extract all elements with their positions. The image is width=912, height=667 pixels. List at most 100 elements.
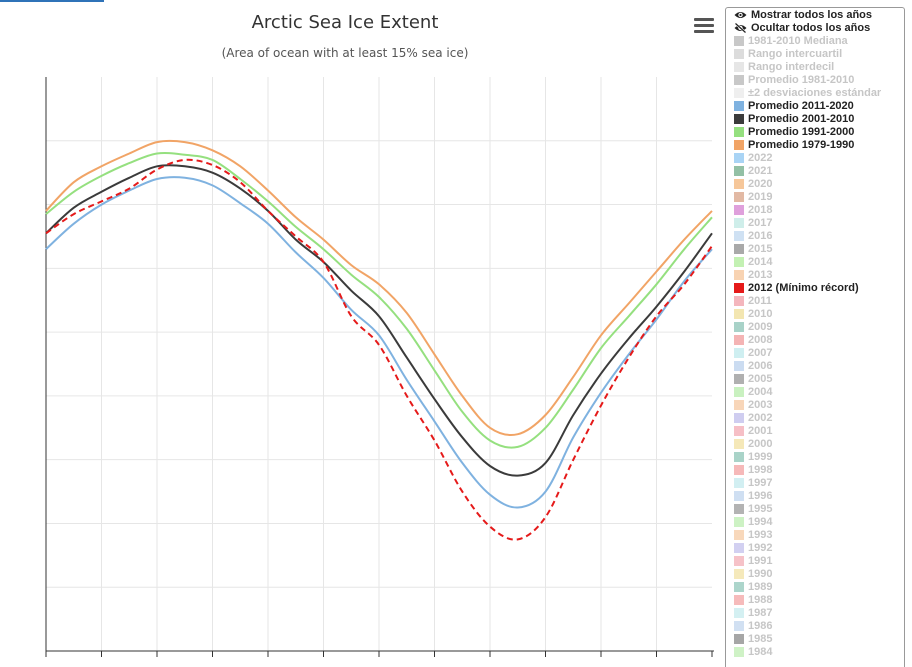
legend-swatch [734, 295, 744, 306]
legend-item[interactable]: 2002 [726, 411, 904, 424]
legend-swatch [734, 620, 744, 631]
legend-item[interactable]: 1997 [726, 476, 904, 489]
legend-item[interactable]: 2011 [726, 294, 904, 307]
legend-swatch [734, 217, 744, 228]
legend-item[interactable]: 1984 [726, 645, 904, 658]
legend-item-label: 2017 [748, 216, 773, 229]
legend-item-label: 1993 [748, 528, 773, 541]
legend-item[interactable]: 1991 [726, 554, 904, 567]
legend-swatch [734, 646, 744, 657]
legend-swatch [734, 321, 744, 332]
legend-item-label: 2007 [748, 346, 773, 359]
legend-swatch [734, 347, 744, 358]
legend-item[interactable]: 2016 [726, 229, 904, 242]
legend-item[interactable]: 2009 [726, 320, 904, 333]
legend-item-label: ±2 desviaciones estándar [748, 86, 882, 99]
legend-item-label: 2019 [748, 190, 773, 203]
legend-item[interactable]: 2003 [726, 398, 904, 411]
legend-item[interactable]: 2020 [726, 177, 904, 190]
series-line-promedio-2001-2010 [45, 164, 713, 477]
series-line-promedio-2011-2020 [45, 176, 713, 509]
legend-item[interactable]: 2006 [726, 359, 904, 372]
legend-swatch [734, 373, 744, 384]
legend-item[interactable]: 1981-2010 Mediana [726, 34, 904, 47]
hide-all-years-button[interactable]: Ocultar todos los años [726, 21, 904, 34]
series-line-promedio-1979-1990 [45, 139, 713, 436]
legend-item-label: 2004 [748, 385, 773, 398]
legend-swatch [734, 126, 744, 137]
legend-swatch [734, 74, 744, 85]
legend-item[interactable]: 2017 [726, 216, 904, 229]
legend-item[interactable]: 2015 [726, 242, 904, 255]
legend-item[interactable]: 1987 [726, 606, 904, 619]
legend-item-label: 2009 [748, 320, 773, 333]
show-all-years-button[interactable]: Mostrar todos los años [726, 8, 904, 21]
legend-swatch [734, 464, 744, 475]
legend-swatch [734, 503, 744, 514]
legend-item[interactable]: 2018 [726, 203, 904, 216]
legend-item-label: Promedio 1981-2010 [748, 73, 855, 86]
legend-item[interactable]: 2007 [726, 346, 904, 359]
legend-item-label: 2005 [748, 372, 773, 385]
legend-item[interactable]: 1998 [726, 463, 904, 476]
legend-item[interactable]: 1999 [726, 450, 904, 463]
legend-item[interactable]: 1985 [726, 632, 904, 645]
legend-swatch [734, 555, 744, 566]
legend-item-label: 2022 [748, 151, 773, 164]
legend-item[interactable]: 1995 [726, 502, 904, 515]
legend-item[interactable]: 1989 [726, 580, 904, 593]
legend-item[interactable]: Promedio 2001-2010 [726, 112, 904, 125]
legend-item-label: 1996 [748, 489, 773, 502]
legend-item[interactable]: 2000 [726, 437, 904, 450]
legend-swatch [734, 438, 744, 449]
legend-item[interactable]: Promedio 2011-2020 [726, 99, 904, 112]
legend-item[interactable]: Promedio 1991-2000 [726, 125, 904, 138]
legend-item[interactable]: 2021 [726, 164, 904, 177]
legend-item[interactable]: Rango interdecil [726, 60, 904, 73]
legend-item[interactable]: 1994 [726, 515, 904, 528]
legend-item[interactable]: 1992 [726, 541, 904, 554]
legend-item[interactable]: 2005 [726, 372, 904, 385]
legend-item[interactable]: 2008 [726, 333, 904, 346]
legend-item[interactable]: Rango intercuartil [726, 47, 904, 60]
legend-item[interactable]: 2013 [726, 268, 904, 281]
legend-swatch [734, 529, 744, 540]
legend-item[interactable]: 2010 [726, 307, 904, 320]
legend-item[interactable]: 1990 [726, 567, 904, 580]
hamburger-menu-icon[interactable] [694, 18, 714, 36]
chart-axes [45, 77, 714, 657]
legend-item[interactable]: 1996 [726, 489, 904, 502]
legend-item-label: 2016 [748, 229, 773, 242]
legend-item[interactable]: ±2 desviaciones estándar [726, 86, 904, 99]
legend-swatch [734, 113, 744, 124]
legend-item[interactable]: Promedio 1981-2010 [726, 73, 904, 86]
legend-item-label: Promedio 2011-2020 [748, 99, 854, 112]
legend-item[interactable]: 2022 [726, 151, 904, 164]
show-all-years-label: Mostrar todos los años [751, 8, 873, 21]
legend-item-label: 2012 (Mínimo récord) [748, 281, 859, 294]
legend-item[interactable]: Promedio 1979-1990 [726, 138, 904, 151]
legend-item[interactable]: 2019 [726, 190, 904, 203]
legend-item[interactable]: 1988 [726, 593, 904, 606]
hide-all-years-label: Ocultar todos los años [751, 21, 871, 34]
legend-item[interactable]: 2012 (Mínimo récord) [726, 281, 904, 294]
legend-item-label: 1985 [748, 632, 773, 645]
legend-swatch [734, 516, 744, 527]
legend-swatch [734, 490, 744, 501]
legend-item-label: 1995 [748, 502, 773, 515]
legend-item[interactable]: 1993 [726, 528, 904, 541]
legend-item[interactable]: 2014 [726, 255, 904, 268]
legend-item[interactable]: 2004 [726, 385, 904, 398]
legend-item-label: 2001 [748, 424, 773, 437]
legend-item-label: Promedio 1979-1990 [748, 138, 855, 151]
legend-item[interactable]: 2001 [726, 424, 904, 437]
legend-swatch [734, 230, 744, 241]
legend-swatch [734, 152, 744, 163]
legend-swatch [734, 282, 744, 293]
legend-swatch [734, 568, 744, 579]
legend-swatch [734, 607, 744, 618]
legend-item-label: 1986 [748, 619, 773, 632]
legend-swatch [734, 425, 744, 436]
legend-item[interactable]: 1986 [726, 619, 904, 632]
legend-item-label: 1992 [748, 541, 773, 554]
